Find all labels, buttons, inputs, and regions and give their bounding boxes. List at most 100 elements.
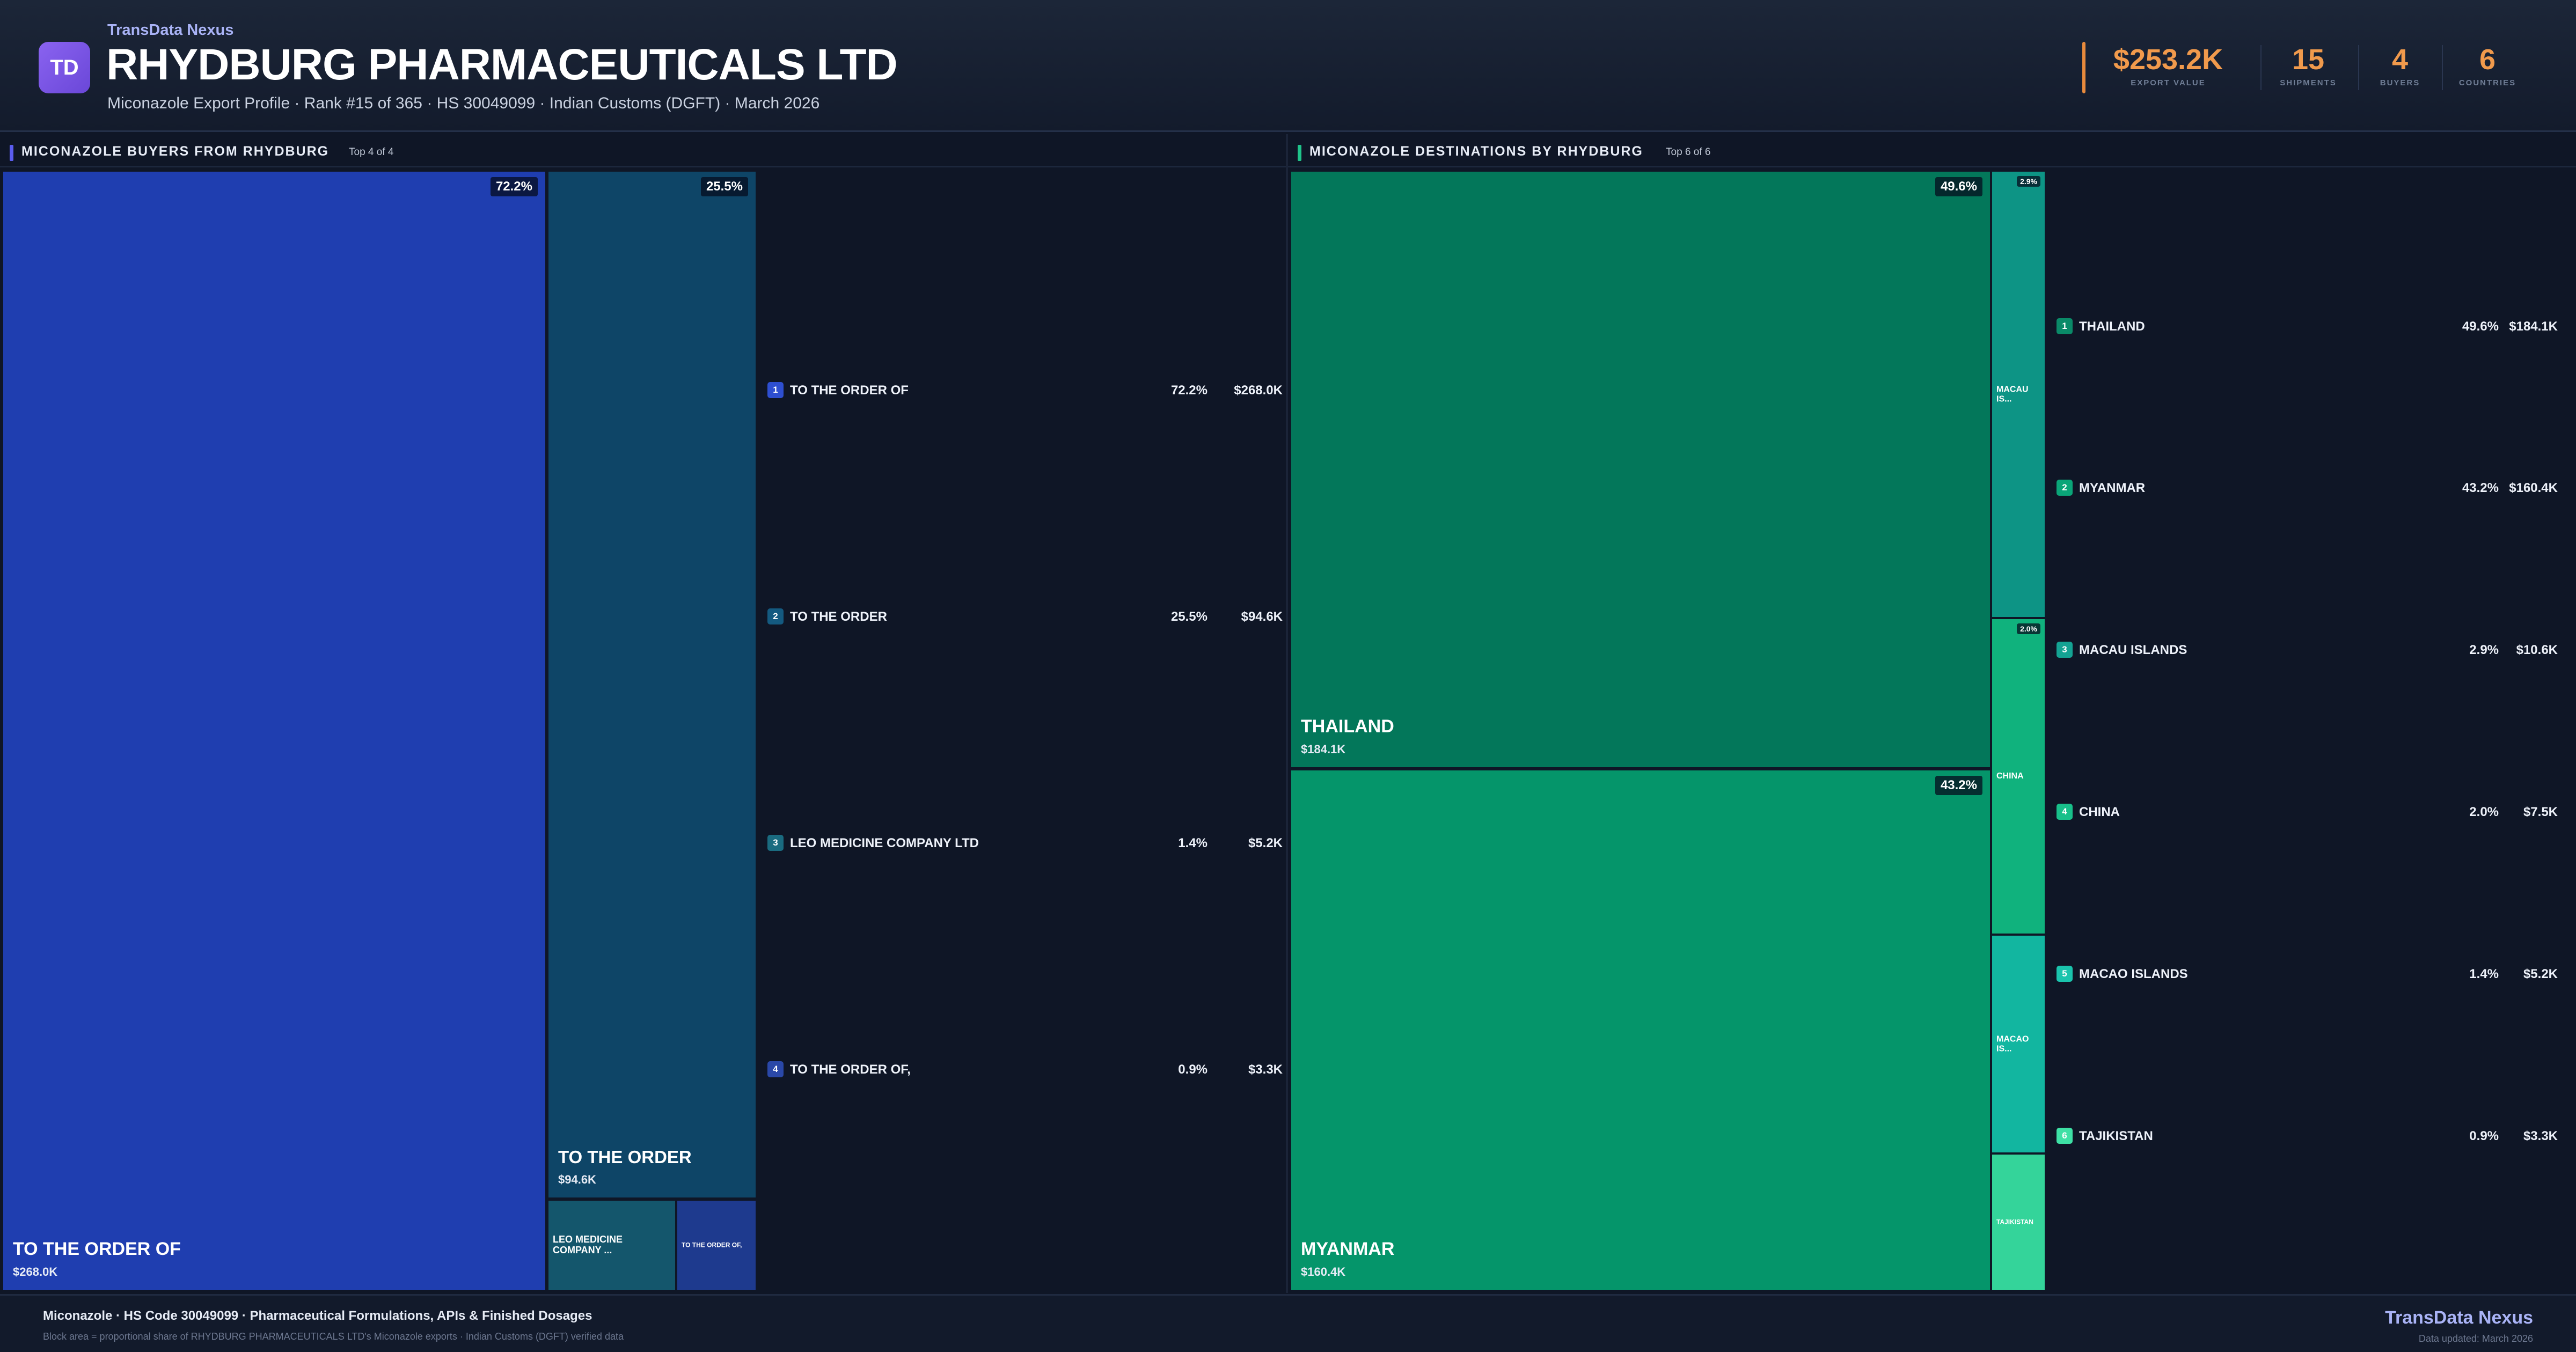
tile-name: TO THE ORDER — [558, 1147, 692, 1167]
page-header: TD TransData Nexus RHYDBURG PHARMACEUTIC… — [0, 0, 2576, 132]
tile-value: $160.4K — [1301, 1265, 1346, 1278]
legend-value: $94.6K — [1241, 609, 1283, 624]
treemap-tile: LEO MEDICINE COMPANY ... — [548, 1201, 675, 1290]
legend-value: $10.6K — [2516, 643, 2558, 657]
stat-buyers: 4 BUYERS — [2368, 43, 2432, 87]
tile-name: TO THE ORDER OF — [13, 1239, 181, 1259]
stat-value: 15 — [2292, 43, 2325, 76]
tile-value: $94.6K — [558, 1173, 596, 1186]
stat-label: COUNTRIES — [2458, 78, 2516, 87]
footer-brand: TransData Nexus — [2385, 1307, 2533, 1328]
stats-accent-bar — [2082, 42, 2085, 93]
tile-name: MACAU IS... — [1996, 385, 2029, 403]
legend-row: 5 MACAO ISLANDS 1.4% $5.2K — [2057, 964, 2558, 985]
treemap-tile: 49.6% THAILAND $184.1K — [1291, 172, 1990, 767]
legend-rank-badge: 4 — [767, 1061, 784, 1077]
panel-divider — [1286, 134, 1288, 1293]
legend-rank-badge: 3 — [2057, 642, 2073, 658]
legend-share: 0.9% — [2469, 1129, 2499, 1143]
treemap-tile: 25.5% TO THE ORDER $94.6K — [548, 172, 756, 1197]
logo: TD — [39, 42, 90, 93]
stat-divider — [2358, 45, 2359, 90]
tile-name: CHINA — [1996, 771, 2024, 781]
panel-title: MICONAZOLE DESTINATIONS BY RHYDBURG — [1309, 144, 1643, 159]
legend-name: TO THE ORDER OF, — [790, 1062, 911, 1077]
legend-rank-badge: 6 — [2057, 1128, 2073, 1144]
page-footer: Miconazole · HS Code 30049099 · Pharmace… — [0, 1294, 2576, 1352]
legend-value: $5.2K — [2523, 967, 2558, 981]
tile-name: THAILAND — [1301, 716, 1394, 737]
panel-count: Top 4 of 4 — [349, 146, 394, 158]
legend-name: LEO MEDICINE COMPANY LTD — [790, 836, 979, 850]
legend-value: $268.0K — [1234, 383, 1283, 398]
stat-label: BUYERS — [2380, 78, 2420, 87]
stat-shipments: 15 SHIPMENTS — [2273, 43, 2343, 87]
destinations-panel-header: MICONAZOLE DESTINATIONS BY RHYDBURG Top … — [1288, 135, 2576, 167]
panel-count: Top 6 of 6 — [1666, 146, 1711, 158]
tile-share-badge: 49.6% — [1935, 177, 1982, 196]
legend-rank-badge: 4 — [2057, 804, 2073, 820]
legend-name: THAILAND — [2079, 319, 2145, 334]
tile-share-badge: 2.9% — [2017, 176, 2040, 187]
legend-row: 4 CHINA 2.0% $7.5K — [2057, 802, 2558, 823]
legend-row: 1 TO THE ORDER OF 72.2% $268.0K — [767, 380, 1283, 401]
legend-rank-badge: 2 — [2057, 480, 2073, 496]
treemap-tile: MACAO IS... — [1992, 936, 2045, 1152]
legend-share: 43.2% — [2462, 481, 2499, 495]
legend-share: 2.9% — [2469, 643, 2499, 657]
legend-rank-badge: 5 — [2057, 966, 2073, 982]
treemap-tile: 2.9% MACAU IS... — [1992, 172, 2045, 617]
treemap-tile: TO THE ORDER OF, — [677, 1201, 756, 1290]
stat-value: $253.2K — [2113, 43, 2223, 76]
legend-row: 3 LEO MEDICINE COMPANY LTD 1.4% $5.2K — [767, 833, 1283, 854]
legend-rank-badge: 2 — [767, 608, 784, 624]
footer-title: Miconazole · HS Code 30049099 · Pharmace… — [43, 1309, 592, 1323]
panel-title: MICONAZOLE BUYERS FROM RHYDBURG — [21, 144, 330, 159]
legend-value: $160.4K — [2509, 481, 2558, 495]
legend-row: 3 MACAU ISLANDS 2.9% $10.6K — [2057, 640, 2558, 661]
legend-value: $184.1K — [2509, 319, 2558, 334]
legend-share: 1.4% — [2469, 967, 2499, 981]
tile-name: TAJIKISTAN — [1996, 1218, 2033, 1226]
legend-row: 6 TAJIKISTAN 0.9% $3.3K — [2057, 1126, 2558, 1147]
legend-name: TAJIKISTAN — [2079, 1129, 2153, 1143]
stat-label: EXPORT VALUE — [2131, 78, 2206, 87]
legend-name: MYANMAR — [2079, 481, 2146, 495]
brand-name: TransData Nexus — [107, 21, 234, 39]
legend-row: 4 TO THE ORDER OF, 0.9% $3.3K — [767, 1059, 1283, 1081]
legend-share: 25.5% — [1170, 609, 1208, 624]
stat-value: 4 — [2391, 43, 2409, 76]
treemap-tile: 43.2% MYANMAR $160.4K — [1291, 770, 1990, 1290]
legend-rank-badge: 1 — [2057, 318, 2073, 334]
legend-value: $7.5K — [2523, 805, 2558, 819]
legend-value: $3.3K — [1248, 1062, 1283, 1077]
page-subtitle: Miconazole Export Profile · Rank #15 of … — [107, 94, 820, 112]
panel-accent — [1298, 145, 1301, 161]
tile-value: $268.0K — [13, 1265, 58, 1278]
footer-updated: Data updated: March 2026 — [2418, 1333, 2533, 1344]
legend-rank-badge: 3 — [767, 835, 784, 851]
legend-name: TO THE ORDER — [790, 609, 887, 624]
stat-countries: 6 COUNTRIES — [2453, 43, 2522, 87]
stat-divider — [2260, 45, 2262, 90]
footer-note: Block area = proportional share of RHYDB… — [43, 1331, 624, 1342]
legend-name: MACAO ISLANDS — [2079, 967, 2188, 981]
tile-value: $184.1K — [1301, 743, 1346, 756]
legend-row: 2 MYANMAR 43.2% $160.4K — [2057, 477, 2558, 499]
stat-divider — [2442, 45, 2443, 90]
page-title: RHYDBURG PHARMACEUTICALS LTD — [106, 40, 898, 89]
legend-share: 0.9% — [1178, 1062, 1208, 1077]
legend-share: 72.2% — [1170, 383, 1208, 398]
legend-rank-badge: 1 — [767, 382, 784, 398]
legend-row: 2 TO THE ORDER 25.5% $94.6K — [767, 606, 1283, 628]
tile-name: MACAO IS... — [1996, 1034, 2029, 1053]
tile-share-badge: 2.0% — [2017, 623, 2040, 634]
stat-value: 6 — [2479, 43, 2496, 76]
buyers-panel-header: MICONAZOLE BUYERS FROM RHYDBURG Top 4 of… — [0, 135, 1286, 167]
legend-name: TO THE ORDER OF — [790, 383, 909, 398]
tile-name: MYANMAR — [1301, 1239, 1395, 1259]
legend-share: 2.0% — [2469, 805, 2499, 819]
legend-name: MACAU ISLANDS — [2079, 643, 2187, 657]
panel-accent — [10, 145, 13, 161]
treemap-tile: 72.2% TO THE ORDER OF $268.0K — [3, 172, 545, 1290]
